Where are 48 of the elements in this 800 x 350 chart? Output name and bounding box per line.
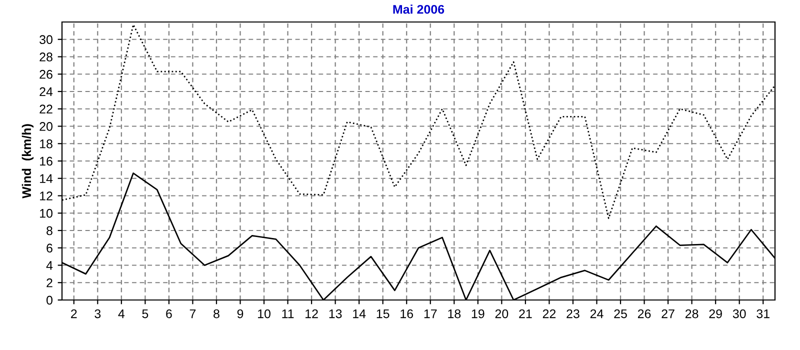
x-tick-label: 14 (353, 309, 366, 318)
x-tick-label: 23 (566, 309, 580, 318)
x-tick-label: 9 (237, 309, 244, 318)
x-tick-label: 20 (495, 309, 508, 318)
x-tick-label: 12 (306, 309, 318, 318)
x-tick-label: 27 (662, 309, 674, 318)
y-tick-label: 30 (40, 35, 52, 44)
y-tick-label: 18 (40, 139, 52, 148)
y-tick-label: 0 (46, 296, 52, 305)
y-tick-label: 22 (40, 104, 52, 114)
x-tick-label: 18 (448, 309, 461, 318)
x-tick-label: 21 (519, 309, 532, 318)
x-tick-label: 16 (400, 309, 414, 318)
y-tick-label: 16 (40, 156, 52, 166)
y-tick-label: 20 (40, 122, 52, 131)
x-tick-label: 24 (590, 309, 604, 318)
y-tick-label: 12 (40, 192, 52, 200)
x-tick-label: 11 (282, 309, 294, 318)
chart-title: Mai 2006 (393, 4, 444, 14)
y-tick-label: 10 (40, 208, 52, 218)
y-tick-label: 14 (40, 174, 53, 183)
x-tick-label: 8 (214, 309, 220, 318)
y-tick-label: 4 (46, 261, 53, 270)
x-tick-label: 10 (258, 309, 270, 318)
y-tick-label: 28 (40, 52, 52, 62)
x-tick-label: 6 (166, 309, 172, 318)
y-tick-label: 26 (40, 70, 52, 79)
y-tick-label: 8 (46, 226, 52, 236)
y-tick-label: 6 (46, 244, 52, 253)
x-tick-label: 13 (329, 309, 342, 318)
x-tick-label: 30 (732, 309, 746, 318)
y-axis-title: Wind (km/h) (22, 124, 34, 198)
x-tick-label: 31 (756, 309, 770, 318)
x-tick-label: 26 (638, 309, 651, 318)
x-tick-label: 15 (376, 309, 390, 318)
x-tick-label: 28 (685, 309, 698, 318)
x-tick-label: 17 (424, 309, 437, 318)
x-tick-label: 29 (709, 309, 722, 318)
x-tick-label: 5 (142, 309, 148, 318)
x-tick-label: 2 (71, 309, 77, 318)
x-tick-label: 19 (472, 309, 484, 318)
x-tick-label: 22 (542, 309, 556, 318)
x-tick-label: 4 (118, 309, 125, 318)
x-tick-label: 25 (614, 309, 627, 318)
x-tick-label: 3 (94, 309, 101, 318)
y-tick-label: 2 (46, 278, 52, 288)
y-tick-label: 24 (40, 87, 53, 96)
x-tick-label: 7 (190, 309, 196, 318)
